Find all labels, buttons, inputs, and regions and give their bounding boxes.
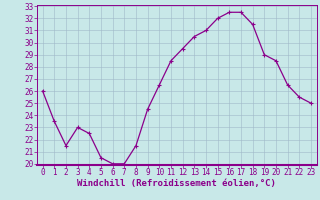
- X-axis label: Windchill (Refroidissement éolien,°C): Windchill (Refroidissement éolien,°C): [77, 179, 276, 188]
